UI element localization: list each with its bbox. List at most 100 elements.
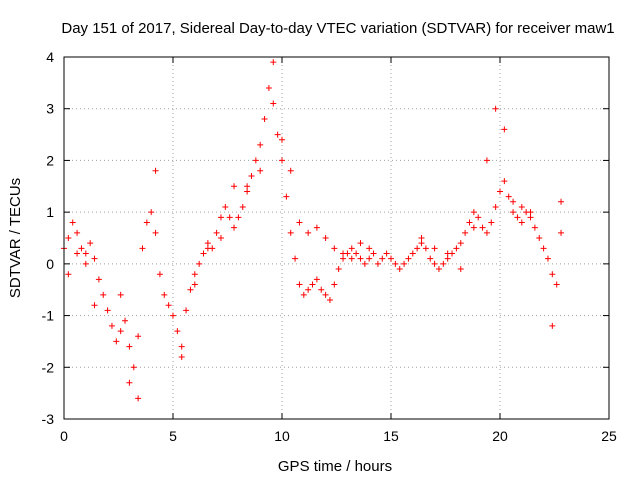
data-point xyxy=(440,260,447,267)
data-point xyxy=(396,266,403,273)
data-point xyxy=(87,240,94,247)
data-point xyxy=(191,281,198,288)
data-point xyxy=(143,219,150,226)
data-point xyxy=(270,59,277,66)
data-point xyxy=(470,209,477,216)
data-point xyxy=(505,193,512,200)
data-point xyxy=(409,250,416,257)
y-tick-label: -2 xyxy=(42,359,55,375)
data-point xyxy=(501,178,508,185)
data-point xyxy=(91,302,98,309)
data-point xyxy=(483,157,490,164)
data-point xyxy=(340,255,347,262)
data-point xyxy=(265,85,272,92)
y-tick-label: 3 xyxy=(46,101,54,117)
axis-ticks: 0 5 10 15 20 25 -3 -2 -1 0 1 2 3 4 xyxy=(42,49,617,444)
data-point xyxy=(518,219,525,226)
data-point xyxy=(383,250,390,257)
y-tick-label: -3 xyxy=(42,411,55,427)
data-point xyxy=(340,250,347,257)
data-point xyxy=(196,260,203,267)
data-point xyxy=(353,250,360,257)
data-point xyxy=(558,198,565,205)
data-point xyxy=(374,260,381,267)
x-tick-label: 15 xyxy=(383,428,399,444)
data-point xyxy=(466,219,473,226)
data-point xyxy=(257,167,264,174)
data-point xyxy=(558,229,565,236)
data-point xyxy=(388,255,394,262)
data-point xyxy=(479,224,486,231)
data-point xyxy=(200,250,207,257)
data-point xyxy=(204,240,211,247)
data-point xyxy=(65,235,72,241)
data-point xyxy=(217,214,224,221)
data-point xyxy=(331,245,338,252)
data-point xyxy=(231,183,238,190)
plot-frame xyxy=(63,56,610,420)
data-point xyxy=(357,255,364,262)
data-series xyxy=(61,59,565,402)
data-point xyxy=(370,250,377,257)
data-point xyxy=(357,240,364,247)
data-point xyxy=(501,126,508,133)
data-point xyxy=(361,260,368,267)
data-point xyxy=(65,271,72,278)
data-point xyxy=(510,209,517,216)
data-point xyxy=(82,260,89,267)
data-point xyxy=(226,214,233,221)
data-point xyxy=(492,203,499,210)
data-point xyxy=(292,255,299,262)
data-point xyxy=(305,229,312,236)
data-point xyxy=(217,235,224,241)
data-point xyxy=(257,141,264,148)
data-point xyxy=(244,183,251,190)
data-point xyxy=(322,291,329,298)
data-point xyxy=(287,229,294,236)
data-point xyxy=(244,188,251,195)
data-point xyxy=(435,266,442,273)
data-point xyxy=(283,193,290,200)
data-point xyxy=(139,245,146,252)
y-axis-label: SDTVAR / TECUs xyxy=(7,178,24,298)
data-point xyxy=(335,266,342,273)
data-point xyxy=(475,214,482,221)
data-point xyxy=(379,255,386,262)
data-point xyxy=(418,240,425,247)
data-point xyxy=(392,260,399,267)
data-point xyxy=(296,219,303,226)
data-point xyxy=(95,276,102,283)
data-point xyxy=(108,322,115,329)
data-point xyxy=(444,250,451,257)
data-point xyxy=(414,245,421,252)
data-point xyxy=(527,209,534,216)
data-point xyxy=(518,203,525,210)
data-point xyxy=(117,291,124,298)
data-point xyxy=(553,281,560,288)
data-point xyxy=(113,338,120,345)
data-point xyxy=(527,214,534,221)
data-point xyxy=(514,214,521,221)
data-point xyxy=(152,229,159,236)
data-point xyxy=(91,255,98,262)
data-point xyxy=(165,302,172,309)
data-point xyxy=(313,276,320,283)
data-point xyxy=(318,286,325,293)
data-point xyxy=(431,245,438,252)
data-point xyxy=(178,343,185,350)
data-point xyxy=(544,255,551,262)
data-point xyxy=(148,209,155,216)
data-point xyxy=(531,224,538,231)
data-point xyxy=(235,214,242,221)
data-point xyxy=(401,260,408,267)
data-point xyxy=(540,245,547,252)
data-point xyxy=(170,312,176,319)
data-point xyxy=(279,136,285,143)
data-point xyxy=(418,235,425,241)
data-point xyxy=(313,224,320,231)
data-point xyxy=(296,281,303,288)
data-point xyxy=(183,307,190,314)
data-point xyxy=(100,291,107,298)
data-point xyxy=(74,229,81,236)
